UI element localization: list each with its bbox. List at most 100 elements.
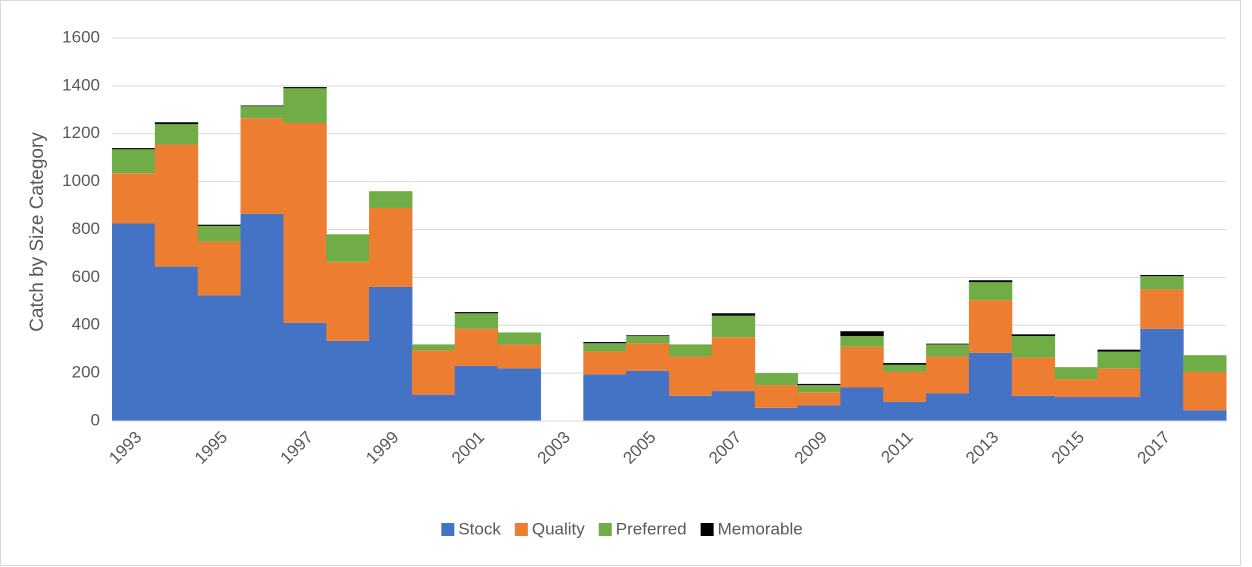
bar-segment bbox=[240, 105, 284, 107]
bar-segment bbox=[197, 295, 242, 421]
bar-segment bbox=[626, 370, 670, 421]
bar-segment bbox=[240, 106, 284, 119]
legend-label: Preferred bbox=[616, 519, 687, 538]
bar-segment bbox=[197, 224, 242, 226]
bar-segment bbox=[1054, 397, 1098, 421]
bar-segment bbox=[369, 286, 413, 421]
bar-segment bbox=[1097, 351, 1141, 369]
bar-segment bbox=[497, 344, 541, 369]
bar-segment bbox=[797, 405, 841, 421]
bar-segment bbox=[883, 364, 927, 372]
legend-label: Quality bbox=[532, 519, 585, 538]
bar-segment bbox=[754, 373, 799, 386]
bar-segment bbox=[626, 336, 670, 344]
bar-segment bbox=[711, 391, 756, 421]
bar-segment bbox=[840, 387, 884, 421]
bar-segment bbox=[454, 365, 499, 421]
bar-segment bbox=[840, 331, 884, 337]
bar-segment bbox=[283, 122, 327, 323]
bar-segment bbox=[626, 335, 670, 337]
y-tick-label: 1600 bbox=[62, 27, 100, 46]
bar-segment bbox=[711, 337, 756, 392]
bar-segment bbox=[1097, 368, 1141, 398]
bar-segment bbox=[240, 118, 284, 214]
bar-segment bbox=[840, 336, 884, 347]
bar-segment bbox=[926, 343, 970, 345]
y-tick-label: 200 bbox=[72, 363, 100, 382]
bar-segment bbox=[669, 395, 713, 421]
bar-segment bbox=[840, 346, 884, 388]
bar-segment bbox=[326, 340, 370, 421]
bar-segment bbox=[754, 407, 799, 421]
bar-segment bbox=[283, 87, 327, 89]
bar-segment bbox=[411, 344, 456, 351]
bar-segment bbox=[754, 385, 799, 408]
legend-swatch bbox=[700, 523, 714, 536]
bar-segment bbox=[112, 173, 156, 224]
bar-segment bbox=[283, 322, 327, 421]
bar-segment bbox=[968, 280, 1013, 283]
bar-segment bbox=[454, 328, 499, 366]
bar-segment bbox=[240, 213, 284, 421]
bar-segment bbox=[1140, 276, 1184, 290]
bar-segment bbox=[197, 241, 242, 296]
bar-segment bbox=[154, 144, 199, 267]
bar-segment bbox=[711, 315, 756, 338]
y-tick-label: 0 bbox=[91, 410, 100, 429]
bar-segment bbox=[797, 385, 841, 393]
bar-segment bbox=[669, 356, 713, 396]
bar-segment bbox=[154, 124, 199, 145]
bar-segment bbox=[197, 225, 242, 242]
y-tick-label: 400 bbox=[72, 315, 100, 334]
bar-segment bbox=[454, 313, 499, 329]
bar-segment bbox=[112, 148, 156, 150]
bar-segment bbox=[326, 261, 370, 341]
bar-segment bbox=[1011, 395, 1056, 421]
bar-segment bbox=[283, 88, 327, 123]
bar-segment bbox=[883, 363, 927, 365]
bar-segment bbox=[1140, 274, 1184, 277]
bar-segment bbox=[497, 368, 541, 421]
bar-segment bbox=[1011, 357, 1056, 396]
y-tick-label: 1400 bbox=[62, 75, 100, 94]
bar-segment bbox=[926, 356, 970, 394]
bar-segment bbox=[583, 342, 627, 344]
bar-segment bbox=[583, 374, 627, 421]
bar-segment bbox=[711, 313, 756, 316]
bar-segment bbox=[1140, 289, 1184, 329]
bar-segment bbox=[326, 234, 370, 262]
bar-segment bbox=[583, 343, 627, 352]
legend-swatch bbox=[598, 523, 612, 536]
bar-segment bbox=[154, 122, 199, 125]
bar-segment bbox=[797, 383, 841, 386]
legend-label: Memorable bbox=[718, 519, 803, 538]
bar-segment bbox=[669, 344, 713, 357]
bar-segment bbox=[1011, 334, 1056, 337]
bar-segment bbox=[883, 371, 927, 402]
bar-segment bbox=[926, 393, 970, 421]
bar-segment bbox=[1183, 371, 1227, 411]
bar-segment bbox=[1054, 379, 1098, 398]
bar-segment bbox=[497, 332, 541, 345]
bar-segment bbox=[968, 300, 1013, 353]
bar-segment bbox=[411, 350, 456, 395]
bar-segment bbox=[154, 266, 199, 421]
bar-segment bbox=[1054, 367, 1098, 380]
bar-segment bbox=[411, 394, 456, 421]
bar-segment bbox=[1183, 355, 1227, 372]
bar-segment bbox=[583, 351, 627, 375]
bar-segment bbox=[1097, 349, 1141, 352]
bar-segment bbox=[454, 312, 499, 314]
bar-segment bbox=[1011, 336, 1056, 358]
y-tick-label: 1000 bbox=[62, 171, 100, 190]
legend-swatch bbox=[514, 523, 528, 536]
bar-segment bbox=[369, 191, 413, 208]
bar-segment bbox=[797, 392, 841, 406]
bar-segment bbox=[112, 223, 156, 421]
y-tick-label: 800 bbox=[72, 219, 100, 238]
y-axis-title: Catch by Size Category bbox=[27, 132, 48, 332]
bar-segment bbox=[112, 149, 156, 174]
legend-label: Stock bbox=[458, 519, 501, 538]
bar-segment bbox=[1183, 410, 1227, 421]
